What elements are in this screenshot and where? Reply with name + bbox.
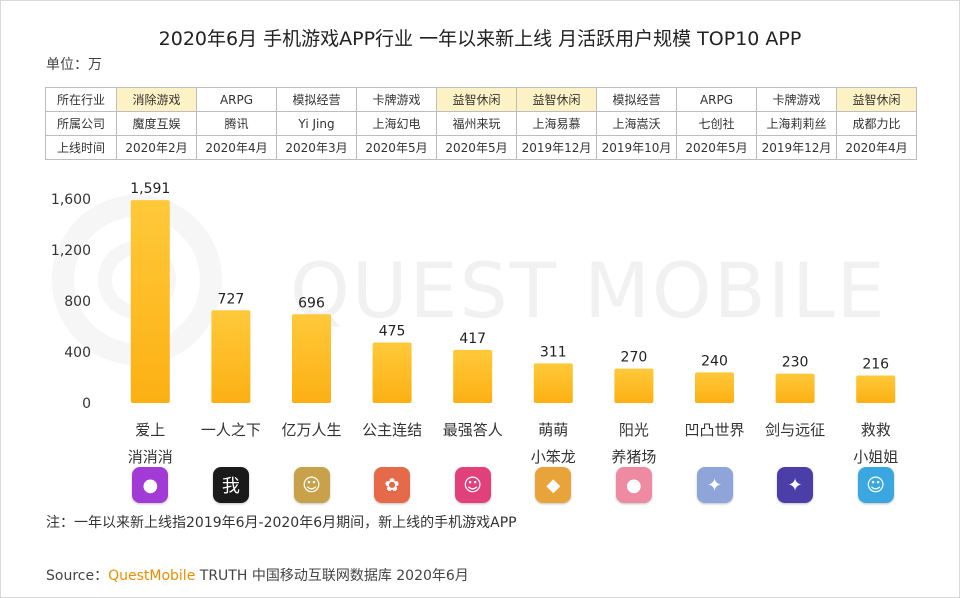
source-prefix: Source： (46, 568, 109, 584)
company-cell: 腾讯 (196, 111, 277, 136)
x-category-label: 凹凸世界 (684, 421, 744, 439)
company-cell: 上海嵩沃 (596, 111, 677, 136)
launch-cell: 2020年5月 (356, 135, 437, 160)
y-tick-label: 1,600 (51, 192, 91, 208)
x-category-label: 一人之下 (201, 421, 261, 439)
industry-cell: 模拟经营 (276, 87, 357, 112)
bar-value-label: 417 (459, 331, 486, 347)
y-tick-label: 0 (82, 396, 91, 412)
bar-value-label: 216 (862, 356, 889, 372)
row-header: 所在行业 (45, 87, 117, 112)
x-category-label: 阳光 (619, 421, 649, 439)
bar-value-label: 230 (782, 355, 809, 371)
anime-character-icon: ✦ (696, 467, 733, 503)
source-line: Source：QuestMobile TRUTH 中国移动互联网数据库 2020… (46, 565, 469, 585)
launch-cell: 2020年2月 (116, 135, 197, 160)
bar (533, 363, 573, 403)
footnote: 注：一年以来新上线指2019年6月-2020年6月期间，新上线的手机游戏APP (46, 515, 517, 531)
bar (372, 342, 412, 403)
bar-value-label: 240 (701, 353, 728, 369)
x-category-label: 爱上 (135, 421, 165, 439)
launch-row: 上线时间 2020年2月 2020年4月 2020年3月 2020年5月 202… (45, 135, 917, 160)
chart-title: 2020年6月 手机游戏APP行业 一年以来新上线 月活跃用户规模 TOP10 … (158, 28, 802, 50)
bar-value-label: 696 (298, 295, 325, 311)
portrait-icon: ☺ (293, 467, 330, 503)
company-cell: 上海易慕 (516, 111, 597, 136)
industry-cell: 益智休闲 (836, 87, 917, 112)
x-category-label: 最强答人 (443, 421, 503, 439)
launch-cell: 2020年3月 (276, 135, 357, 160)
bar (211, 310, 251, 403)
y-axis: 0 400 800 1,200 1,600 (51, 192, 91, 412)
source-brand: QuestMobile (108, 568, 196, 584)
launch-cell: 2019年12月 (516, 135, 597, 160)
x-category-label: 公主连结 (362, 421, 422, 439)
x-category-label: 救救 (861, 421, 891, 439)
ink-character-icon: 我 (212, 467, 249, 503)
industry-row: 所在行业 消除游戏 ARPG 模拟经营 卡牌游戏 益智休闲 益智休闲 模拟经营 … (45, 87, 917, 112)
company-cell: 七创社 (676, 111, 757, 136)
x-category-label: 小姐姐 (853, 448, 898, 466)
bar (130, 200, 170, 403)
candy-icon: ● (132, 467, 169, 503)
row-header: 上线时间 (45, 135, 117, 160)
launch-cell: 2019年12月 (756, 135, 837, 160)
app-info-table: 所在行业 消除游戏 ARPG 模拟经营 卡牌游戏 益智休闲 益智休闲 模拟经营 … (45, 87, 917, 160)
row-header: 所属公司 (45, 111, 117, 136)
industry-cell: ARPG (676, 87, 757, 112)
bar-value-label: 311 (540, 344, 567, 360)
bar-value-label: 475 (379, 323, 406, 339)
bars-group: 1,591 727 696 475 417 311 270 240 230 216 (130, 181, 896, 403)
industry-cell: 益智休闲 (436, 87, 517, 112)
x-category-label: 消消消 (128, 448, 173, 466)
bar (775, 373, 815, 403)
launch-cell: 2020年5月 (676, 135, 757, 160)
watermark-text: QUEST MOBILE (290, 246, 887, 335)
y-tick-label: 400 (64, 345, 91, 361)
company-cell: 魔度互娱 (116, 111, 197, 136)
launch-cell: 2020年4月 (196, 135, 277, 160)
bar-value-label: 270 (621, 350, 648, 366)
y-tick-label: 800 (64, 294, 91, 310)
company-cell: 上海幻电 (356, 111, 437, 136)
x-category-label: 养猪场 (611, 448, 656, 466)
company-cell: 成都力比 (836, 111, 917, 136)
app-icons-row: ● 我 ☺ ✿ ☺ ◆ ● ✦ ✦ ☺ (0, 465, 960, 505)
company-cell: 福州来玩 (436, 111, 517, 136)
pig-icon: ● (615, 467, 652, 503)
launch-cell: 2020年4月 (836, 135, 917, 160)
host-portrait-icon: ☺ (454, 467, 491, 503)
bar (292, 314, 331, 403)
dragon-icon: ◆ (535, 467, 572, 503)
launch-cell: 2020年5月 (436, 135, 517, 160)
industry-cell: 消除游戏 (116, 87, 197, 112)
dark-beast-icon: ✦ (777, 467, 814, 503)
bar-value-label: 727 (218, 291, 245, 307)
anime-girl-icon: ✿ (374, 467, 411, 503)
industry-cell: 卡牌游戏 (756, 87, 837, 112)
source-suffix: TRUTH 中国移动互联网数据库 2020年6月 (195, 568, 469, 584)
x-category-label: 剑与远征 (765, 421, 825, 439)
x-category-label: 小笨龙 (531, 448, 576, 466)
company-cell: 上海莉莉丝 (756, 111, 837, 136)
bar (453, 349, 493, 403)
company-row: 所属公司 魔度互娱 腾讯 Yi Jing 上海幻电 福州来玩 上海易慕 上海嵩沃… (45, 111, 917, 136)
x-category-label: 萌萌 (538, 421, 568, 439)
bar (695, 372, 734, 403)
bar-value-label: 1,591 (130, 181, 170, 197)
rescue-girl-icon: ☺ (857, 467, 894, 503)
bar (856, 375, 896, 403)
company-cell: Yi Jing (276, 111, 357, 136)
unit-label: 单位：万 (46, 57, 102, 73)
industry-cell: 模拟经营 (596, 87, 677, 112)
bar-chart: 0 400 800 1,200 1,600 1,591 727 696 475 417 311 27… (51, 181, 898, 466)
launch-cell: 2019年10月 (596, 135, 677, 160)
x-category-label: 亿万人生 (281, 421, 341, 439)
industry-cell: ARPG (196, 87, 277, 112)
bar (614, 368, 654, 403)
industry-cell: 益智休闲 (516, 87, 597, 112)
industry-cell: 卡牌游戏 (356, 87, 437, 112)
y-tick-label: 1,200 (51, 243, 91, 259)
